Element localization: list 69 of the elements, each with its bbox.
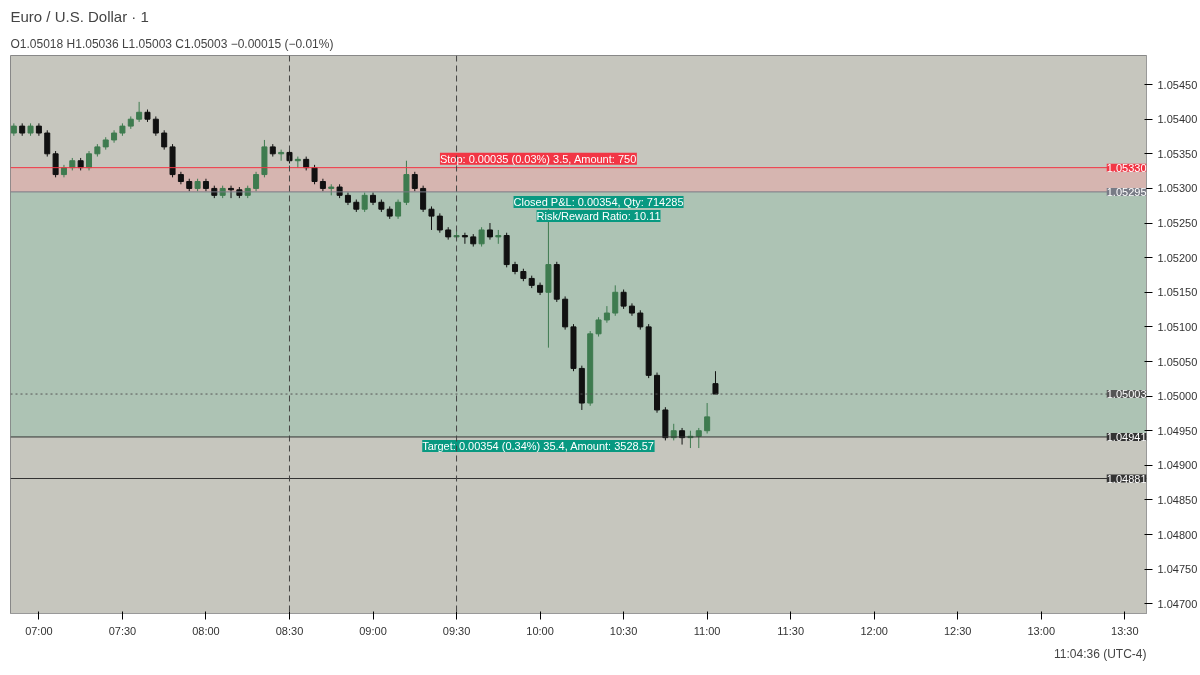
candlestick [620,289,627,310]
x-tick-label: 11:00 [693,624,721,637]
x-tick-label: 08:00 [192,624,220,637]
y-tick-label: 1.04750 [1157,563,1198,576]
candlestick [161,129,168,151]
candlestick [478,226,485,248]
chart-subtitle: O1.05018 H1.05036 L1.05003 C1.05003 −0.00015 (−0.01%) [10,36,334,51]
x-tick-label: 13:00 [1027,624,1056,637]
candlestick [612,284,619,317]
candlestick [278,149,285,162]
ref-line-label: 1.04881 [1106,472,1147,485]
annotation: Risk/Reward Ratio: 10.11 [536,209,661,222]
ref-line-label: 1.04941 [1106,430,1147,443]
candlestick [395,199,402,220]
y-tick-label: 1.05000 [1157,390,1198,403]
x-tick-label: 09:00 [359,624,387,637]
candlestick [486,222,493,241]
candlestick [44,129,51,158]
candlestick [52,150,59,178]
y-tick-label: 1.05300 [1157,182,1198,195]
candlestick [637,309,644,331]
candlestick [428,205,435,231]
x-tick-label: 11:30 [777,624,805,637]
x-tick-label: 12:30 [943,624,972,637]
candlestick [152,115,159,137]
ref-line-label: 1.05295 [1106,185,1147,198]
y-tick-label: 1.05050 [1157,355,1198,368]
candlestick [86,150,93,171]
candlestick [253,171,260,192]
candlestick [228,185,235,199]
x-tick-label: 07:30 [108,624,137,637]
y-tick-label: 1.05150 [1157,286,1198,299]
candlestick [695,427,702,449]
y-tick-label: 1.05400 [1157,113,1198,126]
candlestick [704,402,711,434]
x-tick-label: 07:00 [25,624,53,637]
candlestick [136,101,143,123]
x-tick-label: 09:30 [442,624,471,637]
y-tick-label: 1.05200 [1157,251,1198,264]
y-tick-label: 1.04850 [1157,493,1198,506]
candlestick [411,171,418,192]
candlestick [420,185,427,213]
text: 11:04:36 (UTC-4) [1054,646,1147,661]
candlestick [361,192,368,213]
band-label: Target: 0.00354 (0.34%) 35.4, Amount: 3528.57 [422,439,654,452]
candlestick [712,370,719,395]
chart-title: Euro / U.S. Dollar · 1 [10,7,149,25]
candlestick [311,164,318,185]
candlestick [436,212,443,234]
candlestick [603,305,610,324]
y-tick-label: 1.05100 [1157,320,1198,333]
y-tick-label: 1.04700 [1157,597,1198,610]
ref-line-label: 1.05003 [1106,388,1147,401]
x-tick-label: 10:00 [526,624,554,637]
candlestick [595,316,602,338]
y-tick-label: 1.04950 [1157,424,1198,437]
y-tick-label: 1.05250 [1157,217,1198,230]
x-tick-label: 13:30 [1111,624,1139,637]
candlestick [461,232,468,245]
ref-line-label: 1.05330 [1106,161,1147,174]
y-tick-label: 1.05450 [1157,78,1198,91]
band-label: Stop: 0.00035 (0.03%) 3.5, Amount: 750 [439,152,637,165]
y-tick-label: 1.04800 [1157,528,1198,541]
y-tick-label: 1.05350 [1157,147,1198,160]
x-tick-label: 10:30 [609,624,638,637]
x-tick-label: 08:30 [275,624,304,637]
x-tick-label: 12:00 [860,624,888,637]
annotation: Closed P&L: 0.00354, Qty: 714285 [513,195,684,208]
y-tick-label: 1.04900 [1157,459,1198,472]
